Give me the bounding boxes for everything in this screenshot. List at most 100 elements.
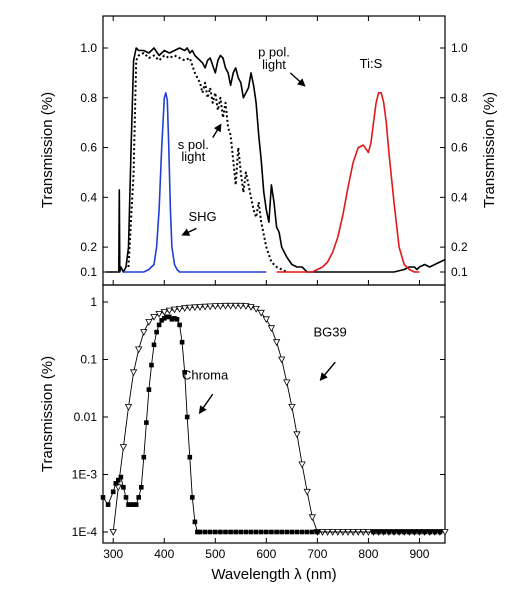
- bottom-y-tick-label: 1E-3: [72, 468, 98, 482]
- chroma-data-point: [310, 529, 315, 535]
- bg39-data-point: [191, 304, 199, 312]
- top-annotation-arrow: [212, 123, 222, 138]
- chroma-data-point: [391, 529, 397, 535]
- chroma-data-point: [128, 502, 134, 507]
- top-annotation-label: SHG: [188, 209, 216, 224]
- top-annotation-arrow: [181, 227, 197, 236]
- bg39-data-point: [140, 329, 148, 336]
- bg39-data-point: [303, 488, 311, 496]
- chroma-data-point: [116, 477, 121, 483]
- top-right-y-tick-label: 0.1: [451, 265, 468, 279]
- bottom-plot-frame: [102, 284, 446, 544]
- chroma-data-point: [269, 529, 274, 535]
- chroma-data-point: [279, 529, 284, 535]
- chroma-data-point: [192, 519, 198, 525]
- bottom-x-tick-label: 500: [205, 547, 225, 561]
- chroma-data-point: [238, 529, 244, 535]
- chroma-data-point: [218, 529, 223, 535]
- bottom-annotation-arrow: [198, 393, 214, 415]
- bg39-data-point: [211, 303, 219, 310]
- chroma-data-point: [149, 362, 154, 368]
- chroma-data-point: [172, 316, 177, 321]
- chroma-data-point: [126, 502, 131, 507]
- bg39-data-point: [257, 309, 265, 317]
- bg39-data-point: [267, 325, 276, 333]
- top-left-y-tick-label: 0.2: [80, 240, 97, 254]
- bottom-y-tick-label: 0.1: [80, 353, 97, 367]
- s-pol-light-series-line: [127, 52, 288, 273]
- top-left-y-tick-label: 0.6: [80, 141, 97, 155]
- bg39-data-point: [216, 303, 225, 310]
- bg39-data-point: [441, 529, 449, 536]
- bottom-x-tick-label: 300: [103, 547, 123, 561]
- chroma-data-point: [121, 485, 126, 490]
- top-y-axis-title-left: Transmission (%): [39, 92, 56, 208]
- bg39-data-point: [206, 303, 214, 311]
- chroma-data-point: [164, 314, 170, 320]
- bg39-data-point: [119, 444, 128, 451]
- chroma-data-point: [139, 485, 144, 490]
- chroma-data-point: [284, 529, 290, 535]
- top-y-axis-title-right: Transmission (%): [481, 92, 498, 208]
- chroma-data-point: [110, 489, 116, 495]
- top-annotation-label: light: [262, 57, 286, 72]
- chroma-data-point: [184, 414, 190, 420]
- top-right-y-tick-label: 0.2: [451, 240, 468, 254]
- chroma-data-point: [376, 529, 381, 535]
- top-right-y-tick-label: 0.8: [451, 91, 468, 105]
- bg39-data-point: [221, 302, 230, 310]
- chroma-data-point: [131, 502, 136, 507]
- bg39-data-point: [145, 319, 153, 326]
- chroma-data-point: [144, 420, 149, 425]
- chroma-data-point: [197, 529, 203, 535]
- bottom-y-tick-label: 1E-4: [72, 525, 98, 539]
- chroma-data-point: [207, 529, 213, 535]
- chroma-data-point: [113, 481, 119, 486]
- chroma-data-point: [258, 529, 264, 535]
- chroma-data-point: [412, 529, 417, 535]
- chroma-data-point: [437, 529, 443, 535]
- top-annotation-label: light: [181, 149, 205, 164]
- chroma-data-point: [169, 317, 175, 322]
- bg39-data-point: [237, 302, 245, 310]
- chroma-data-point: [162, 316, 167, 321]
- bg39-data-point: [242, 303, 250, 310]
- bg39-data-point: [201, 303, 209, 311]
- chroma-data-point: [146, 387, 152, 392]
- chroma-data-point: [136, 495, 141, 500]
- chroma-data-point: [253, 529, 259, 535]
- bg39-data-point: [278, 356, 286, 364]
- chroma-data-point: [264, 529, 269, 535]
- chroma-data-point: [274, 529, 279, 535]
- bg39-data-point: [155, 311, 163, 318]
- chroma-data-point: [123, 495, 129, 500]
- chroma-data-point: [154, 329, 159, 335]
- chroma-data-point: [432, 529, 438, 535]
- bottom-annotation-label: BG39: [314, 325, 347, 340]
- chroma-data-point: [243, 529, 249, 535]
- chroma-data-point: [381, 529, 386, 535]
- bg39-data-point: [308, 514, 316, 522]
- bg39-data-point: [262, 316, 270, 324]
- chroma-data-point: [190, 495, 195, 500]
- chroma-data-point: [151, 342, 157, 348]
- chroma-data-point: [159, 318, 164, 323]
- ti-s-series-line: [276, 92, 420, 273]
- bg39-data-point: [283, 379, 291, 387]
- top-annotation-label: p pol.: [258, 45, 290, 60]
- chroma-data-point: [427, 529, 432, 535]
- chroma-data-point: [299, 529, 305, 535]
- bg39-data-point: [196, 304, 204, 311]
- bg39-data-point: [272, 339, 281, 347]
- bottom-y-tick-label: 0.01: [74, 410, 98, 424]
- bg39-data-point: [186, 304, 194, 312]
- chroma-data-point: [105, 502, 111, 507]
- top-left-y-tick-label: 0.4: [80, 190, 97, 204]
- bg39-data-point: [170, 306, 179, 314]
- top-left-y-tick-label: 0.1: [80, 265, 97, 279]
- top-left-y-tick-label: 1.0: [80, 41, 97, 55]
- bg39-data-point: [109, 529, 117, 536]
- chroma-data-point: [174, 317, 180, 322]
- top-annotation-label: s pol.: [178, 137, 209, 152]
